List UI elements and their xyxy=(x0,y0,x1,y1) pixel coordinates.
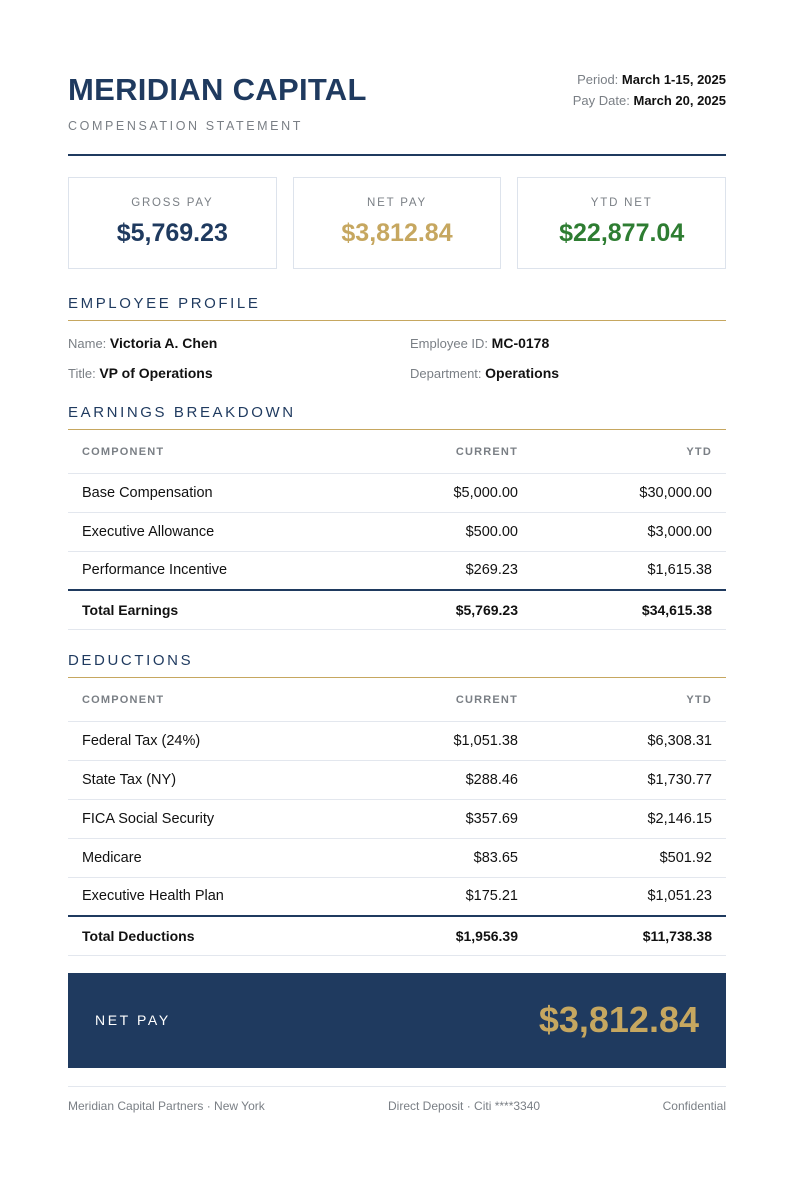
card-label: GROSS PAY xyxy=(131,197,214,209)
cell-component: Medicare xyxy=(68,838,362,878)
cell-ytd: $1,730.77 xyxy=(532,760,726,800)
id-value: MC-0178 xyxy=(491,335,550,351)
footer-confidential: Confidential xyxy=(662,1099,726,1113)
total-label: Total Deductions xyxy=(68,916,362,956)
column-header: YTD xyxy=(532,679,726,722)
cell-current: $357.69 xyxy=(362,799,532,839)
document-subtitle: COMPENSATION STATEMENT xyxy=(68,119,303,133)
total-ytd: $11,738.38 xyxy=(532,916,726,956)
title-label: Title: xyxy=(68,366,96,381)
summary-card-net: NET PAY $3,812.84 xyxy=(292,177,502,269)
cell-component: State Tax (NY) xyxy=(68,760,362,800)
dept-value: Operations xyxy=(485,365,560,381)
name-label: Name: xyxy=(68,336,107,351)
total-label: Total Earnings xyxy=(68,590,362,630)
period-label: Period: xyxy=(577,72,619,87)
cell-ytd: $501.92 xyxy=(532,838,726,878)
cell-ytd: $2,146.15 xyxy=(532,799,726,839)
cell-ytd: $30,000.00 xyxy=(532,473,726,513)
name-value: Victoria A. Chen xyxy=(109,335,218,351)
cell-current: $1,051.38 xyxy=(362,721,532,761)
net-pay-label: NET PAY xyxy=(95,1012,171,1028)
company-name: MERIDIAN CAPITAL xyxy=(68,72,367,107)
cell-ytd: $1,051.23 xyxy=(532,877,726,917)
cell-current: $269.23 xyxy=(362,551,532,591)
table-row: Base Compensation $5,000.00 $30,000.00 xyxy=(68,473,726,513)
paydate-label: Pay Date: xyxy=(572,93,630,108)
paydate-value: March 20, 2025 xyxy=(633,93,726,108)
table-row: Medicare $83.65 $501.92 xyxy=(68,838,726,878)
summary-card-gross: GROSS PAY $5,769.23 xyxy=(68,177,277,269)
net-pay-value: $3,812.84 xyxy=(538,999,699,1040)
total-ytd: $34,615.38 xyxy=(532,590,726,630)
total-current: $1,956.39 xyxy=(362,916,532,956)
column-header: COMPONENT xyxy=(68,431,362,474)
total-row: Total Earnings $5,769.23 $34,615.38 xyxy=(68,590,726,630)
dept-label: Department: xyxy=(410,366,482,381)
cell-ytd: $6,308.31 xyxy=(532,721,726,761)
cell-component: Base Compensation xyxy=(68,473,362,513)
pay-period-info: Period: March 1-15, 2025 Pay Date: March… xyxy=(573,69,726,111)
cell-current: $500.00 xyxy=(362,512,532,552)
cell-component: Performance Incentive xyxy=(68,551,362,591)
cell-component: FICA Social Security xyxy=(68,799,362,839)
period-value: March 1-15, 2025 xyxy=(621,72,726,87)
footer-company: Meridian Capital Partners · New York xyxy=(68,1099,265,1113)
column-header: CURRENT xyxy=(362,431,532,474)
cell-current: $175.21 xyxy=(362,877,532,917)
cell-ytd: $1,615.38 xyxy=(532,551,726,591)
table-row: Executive Health Plan $175.21 $1,051.23 xyxy=(68,877,726,917)
card-value: $5,769.23 xyxy=(116,219,228,247)
deductions-table: COMPONENT CURRENT YTD Federal Tax (24%) $1,… xyxy=(68,679,726,956)
card-label: YTD NET xyxy=(590,197,653,209)
summary-cards: GROSS PAY $5,769.23 NET PAY $3,812.84 YTD … xyxy=(68,177,727,269)
column-header: YTD xyxy=(532,431,726,474)
section-heading-earnings: EARNINGS BREAKDOWN xyxy=(68,404,726,430)
cell-current: $288.46 xyxy=(362,760,532,800)
summary-card-ytd: YTD NET $22,877.04 xyxy=(517,177,727,269)
cell-component: Federal Tax (24%) xyxy=(68,721,362,761)
card-value: $22,877.04 xyxy=(559,219,685,247)
table-row: Federal Tax (24%) $1,051.38 $6,308.31 xyxy=(68,721,726,761)
total-row: Total Deductions $1,956.39 $11,738.38 xyxy=(68,916,726,956)
cell-current: $83.65 xyxy=(362,838,532,878)
column-header: CURRENT xyxy=(362,679,532,722)
header-divider xyxy=(68,154,726,156)
cell-component: Executive Allowance xyxy=(68,512,362,552)
title-value: VP of Operations xyxy=(99,365,213,381)
table-row: Performance Incentive $269.23 $1,615.38 xyxy=(68,551,726,591)
net-pay-banner: NET PAY $3,812.84 xyxy=(68,973,726,1068)
column-header: COMPONENT xyxy=(68,679,362,722)
id-label: Employee ID: xyxy=(410,336,489,351)
cell-component: Executive Health Plan xyxy=(68,877,362,917)
table-row: State Tax (NY) $288.46 $1,730.77 xyxy=(68,760,726,800)
cell-ytd: $3,000.00 xyxy=(532,512,726,552)
section-heading-profile: EMPLOYEE PROFILE xyxy=(68,295,726,321)
table-row: FICA Social Security $357.69 $2,146.15 xyxy=(68,799,726,839)
table-row: Executive Allowance $500.00 $3,000.00 xyxy=(68,512,726,552)
card-value: $3,812.84 xyxy=(341,219,453,247)
earnings-table: COMPONENT CURRENT YTD Base Compensation $5,… xyxy=(68,431,726,630)
footer-deposit: Direct Deposit · Citi ****3340 xyxy=(388,1099,541,1113)
section-heading-deductions: DEDUCTIONS xyxy=(68,652,726,678)
card-label: NET PAY xyxy=(367,197,427,209)
cell-current: $5,000.00 xyxy=(362,473,532,513)
footer-divider xyxy=(68,1086,726,1087)
total-current: $5,769.23 xyxy=(362,590,532,630)
